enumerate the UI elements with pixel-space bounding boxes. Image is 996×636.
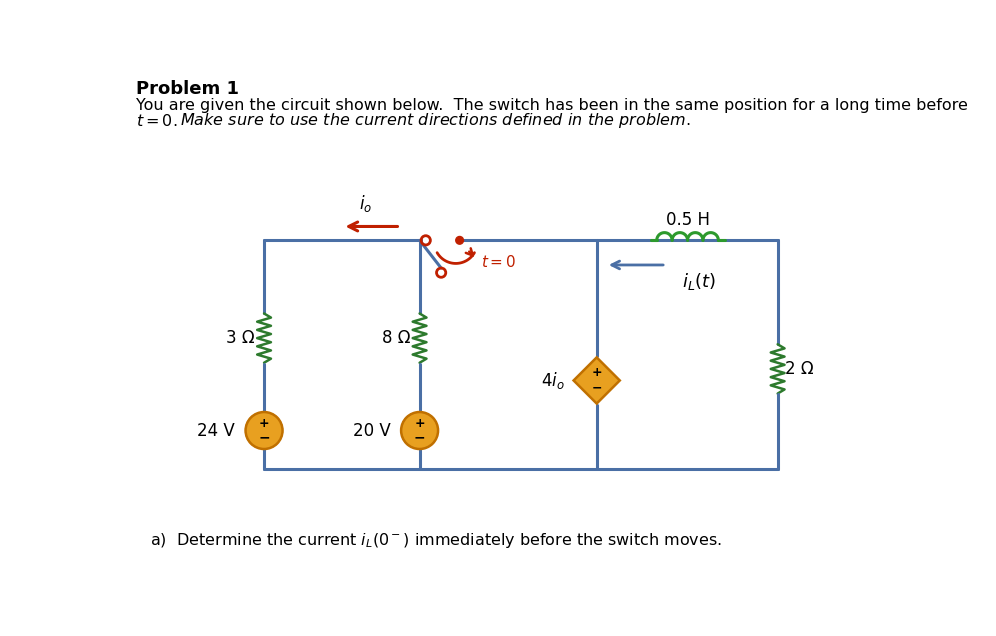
Circle shape <box>401 412 438 449</box>
Text: $t = 0$.: $t = 0$. <box>136 113 177 129</box>
Text: −: − <box>413 431 425 445</box>
Text: 0.5 H: 0.5 H <box>665 211 709 230</box>
Circle shape <box>246 412 283 449</box>
Text: $i_L(t)$: $i_L(t)$ <box>681 272 716 293</box>
Text: $4i_o$: $4i_o$ <box>541 370 565 391</box>
Text: You are given the circuit shown below.  The switch has been in the same position: You are given the circuit shown below. T… <box>136 98 968 113</box>
Text: 24 V: 24 V <box>197 422 235 439</box>
Text: −: − <box>592 382 602 395</box>
Text: +: + <box>259 417 269 430</box>
Text: 8 Ω: 8 Ω <box>381 329 410 347</box>
Text: 20 V: 20 V <box>353 422 390 439</box>
Text: Problem 1: Problem 1 <box>136 80 239 98</box>
Text: 3 Ω: 3 Ω <box>226 329 255 347</box>
Text: 2 Ω: 2 Ω <box>785 360 814 378</box>
Circle shape <box>456 237 463 244</box>
Polygon shape <box>574 357 620 404</box>
Text: $\mathbf{\mathit{Make\ sure\ to\ use\ the\ current\ directions\ defined\ in\ the: $\mathbf{\mathit{Make\ sure\ to\ use\ th… <box>174 111 690 130</box>
Text: a)  Determine the current $i_L(0^-)$ immediately before the switch moves.: a) Determine the current $i_L(0^-)$ imme… <box>150 531 722 550</box>
Text: $t = 0$: $t = 0$ <box>481 254 517 270</box>
Text: +: + <box>414 417 425 430</box>
Text: +: + <box>592 366 602 379</box>
Text: $i_o$: $i_o$ <box>360 193 373 214</box>
Text: −: − <box>258 431 270 445</box>
